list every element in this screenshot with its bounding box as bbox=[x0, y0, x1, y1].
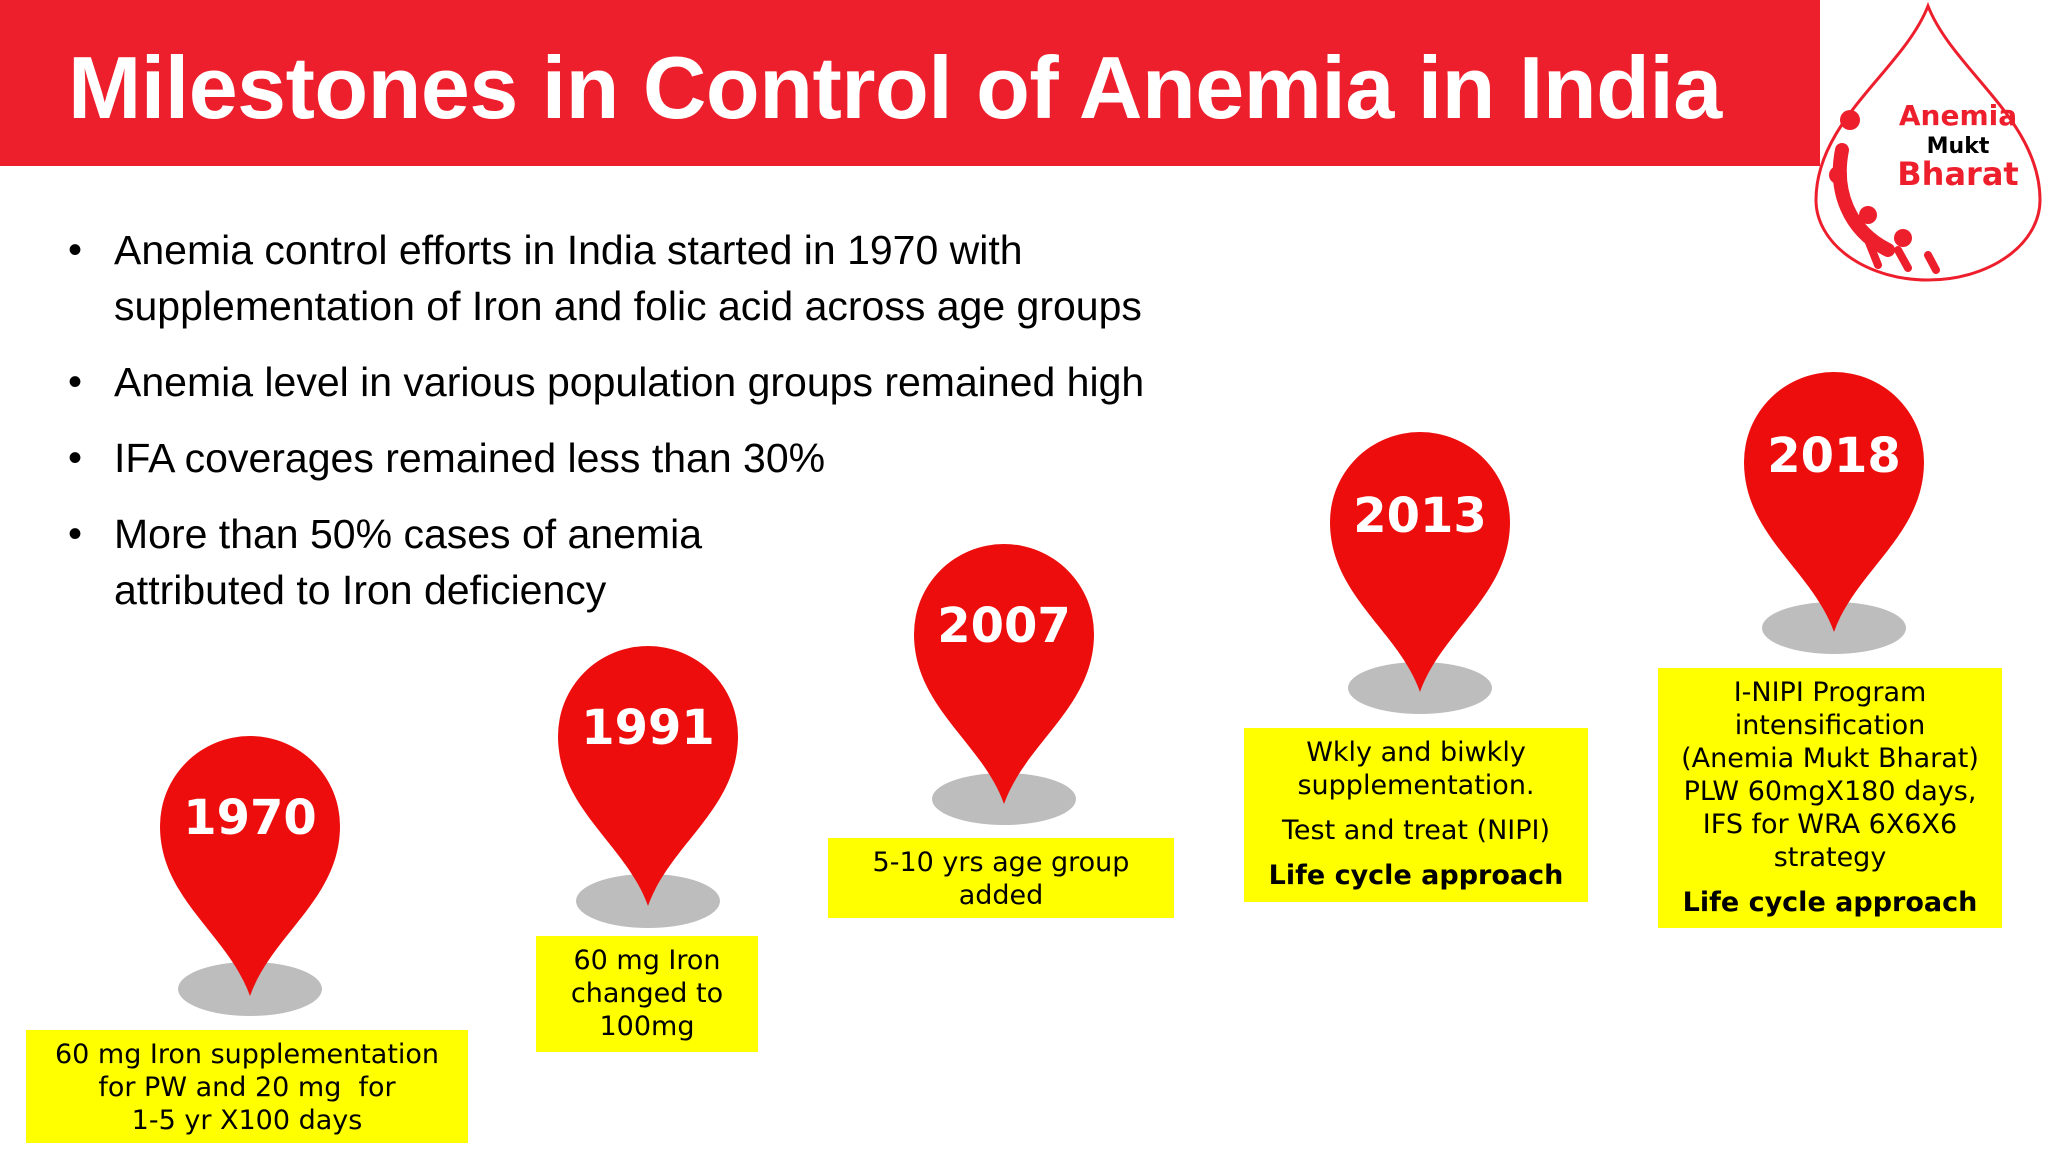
info-line: strategy bbox=[1773, 842, 1887, 873]
info-line: I-NIPI Program bbox=[1733, 677, 1927, 708]
bullet-item: More than 50% cases of anemia attributed… bbox=[66, 506, 1266, 618]
info-line: intensification bbox=[1734, 710, 1926, 741]
milestone-year: 1991 bbox=[581, 700, 715, 756]
milestone-info-box: I-NIPI Program intensification (Anemia M… bbox=[1658, 668, 2002, 928]
bullet-line: Anemia level in various population group… bbox=[114, 359, 1145, 405]
milestone-info-box: 5-10 yrs age group added bbox=[828, 838, 1174, 918]
milestone-info-box: 60 mg Iron changed to 100mg bbox=[536, 936, 758, 1052]
info-line: PLW 60mgX180 days, bbox=[1683, 776, 1977, 807]
bullet-item: Anemia level in various population group… bbox=[66, 354, 1266, 410]
milestone-info-box: 60 mg Iron supplementation for PW and 20… bbox=[26, 1030, 468, 1143]
info-line: for PW and 20 mg for bbox=[98, 1072, 396, 1103]
bullet-item: IFA coverages remained less than 30% bbox=[66, 430, 1266, 486]
logo-word-bharat: Bharat bbox=[1897, 155, 2018, 193]
milestone-year: 2007 bbox=[937, 598, 1071, 654]
info-line: 5-10 yrs age group bbox=[872, 847, 1130, 878]
bullet-line: More than 50% cases of anemia bbox=[114, 511, 702, 557]
info-line: 1-5 yr X100 days bbox=[131, 1105, 363, 1136]
logo-word-anemia: Anemia bbox=[1899, 99, 2017, 132]
bullet-line: supplementation of Iron and folic acid a… bbox=[114, 283, 1142, 329]
info-line: changed to bbox=[570, 978, 724, 1009]
bullet-line: IFA coverages remained less than 30% bbox=[114, 435, 826, 481]
milestone-year: 2018 bbox=[1767, 428, 1901, 484]
bullet-item: Anemia control efforts in India started … bbox=[66, 222, 1266, 334]
logo-word-mukt: Mukt bbox=[1927, 134, 1990, 159]
info-line: supplementation. bbox=[1297, 770, 1535, 801]
info-line-bold: Life cycle approach bbox=[1268, 860, 1564, 891]
info-line: 60 mg Iron supplementation bbox=[54, 1039, 440, 1070]
blood-drop-logo-icon: Anemia Mukt Bharat bbox=[1814, 1, 2042, 282]
milestone-year: 2013 bbox=[1353, 488, 1487, 544]
bullet-line: Anemia control efforts in India started … bbox=[114, 227, 1023, 273]
bullet-list: Anemia control efforts in India started … bbox=[66, 222, 1266, 638]
milestone-info-box: Wkly and biwkly supplementation. Test an… bbox=[1244, 728, 1588, 902]
info-line-bold: Life cycle approach bbox=[1682, 887, 1978, 918]
anemia-mukt-bharat-logo: Anemia Mukt Bharat bbox=[1808, 0, 2048, 285]
info-line: Test and treat (NIPI) bbox=[1281, 815, 1551, 846]
page-title: Milestones in Control of Anemia in India bbox=[68, 38, 1722, 137]
info-line: 100mg bbox=[599, 1011, 695, 1042]
info-line: 60 mg Iron bbox=[573, 945, 721, 976]
info-line: (Anemia Mukt Bharat) bbox=[1681, 743, 1979, 774]
milestone-year: 1970 bbox=[183, 790, 317, 846]
bullet-line: attributed to Iron deficiency bbox=[114, 567, 607, 613]
title-banner bbox=[0, 0, 1820, 166]
info-line: Wkly and biwkly bbox=[1306, 737, 1526, 768]
info-line: added bbox=[958, 880, 1044, 911]
info-line: IFS for WRA 6X6X6 bbox=[1702, 809, 1958, 840]
